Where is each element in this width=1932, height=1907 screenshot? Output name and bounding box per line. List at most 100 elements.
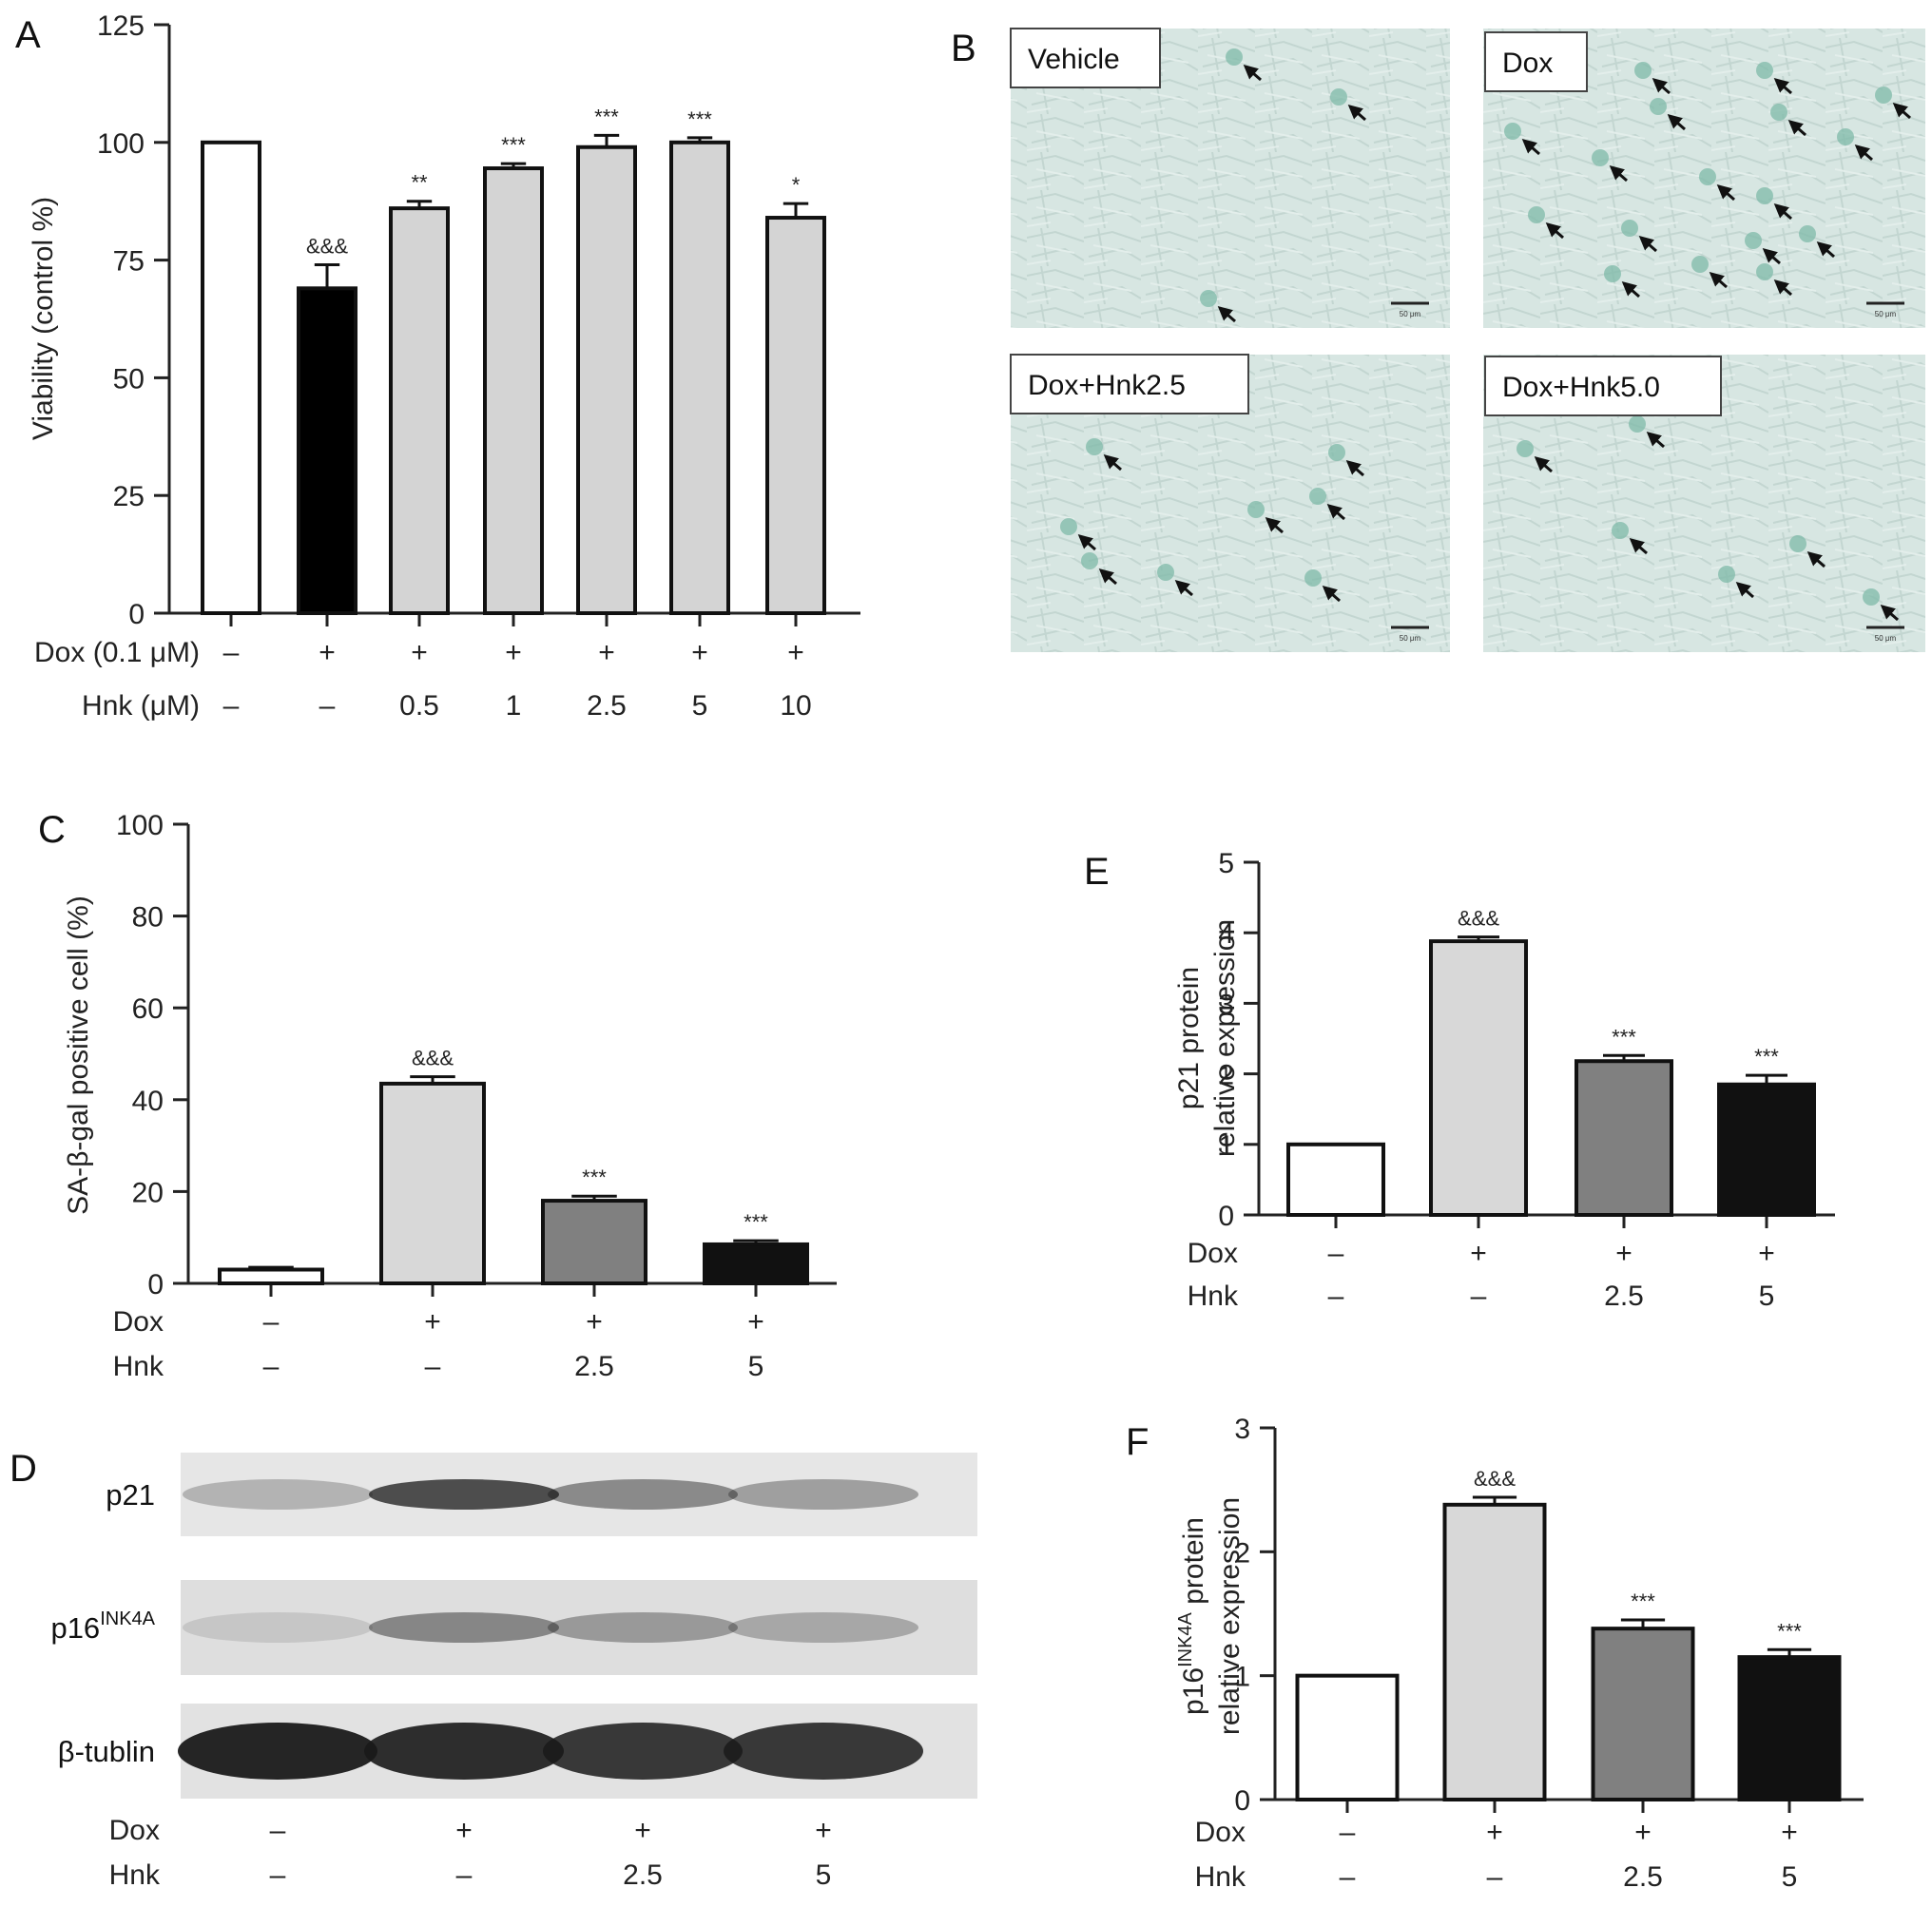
condition-value: 2.5 xyxy=(574,1351,614,1382)
bar xyxy=(218,1267,324,1286)
y-tick-label: 4 xyxy=(1218,918,1234,950)
condition-row-label: Hnk xyxy=(1195,1861,1246,1893)
condition-value: + xyxy=(1615,1238,1633,1269)
y-axis-label-line: relative expression xyxy=(1214,1497,1246,1735)
stained-cell xyxy=(1247,501,1265,518)
condition-value: + xyxy=(815,1815,832,1846)
significance-label: *** xyxy=(582,1165,607,1189)
bar xyxy=(1442,1502,1547,1801)
condition-value: – xyxy=(223,637,240,668)
significance-label: *** xyxy=(1631,1589,1655,1613)
y-tick-label: 25 xyxy=(113,481,145,512)
bar xyxy=(1717,1082,1816,1217)
significance-label: * xyxy=(792,173,801,197)
significance-label: *** xyxy=(744,1210,768,1234)
scale-bar-label: 50 μm xyxy=(1875,634,1897,643)
condition-row-label: Dox (0.1 μM) xyxy=(34,637,200,668)
arrow-icon xyxy=(1773,78,1792,95)
blot-row-label-superscript: INK4A xyxy=(100,1608,155,1629)
arrow-icon xyxy=(1667,114,1686,131)
bar xyxy=(201,140,261,616)
stained-cell xyxy=(1309,488,1326,505)
condition-value: – xyxy=(1328,1281,1344,1312)
arrow-icon xyxy=(1854,144,1873,162)
y-tick-label: 1 xyxy=(1218,1130,1234,1162)
arrow-icon xyxy=(1609,165,1628,183)
arrow-icon xyxy=(1652,78,1671,95)
micrograph-label-box xyxy=(1484,356,1722,416)
arrow-icon xyxy=(1892,103,1911,120)
condition-row-label: Hnk xyxy=(109,1859,161,1891)
arrow-icon xyxy=(1345,460,1364,477)
y-tick-label: 20 xyxy=(132,1177,164,1208)
arrow-icon xyxy=(1103,454,1122,472)
condition-value: + xyxy=(787,637,804,668)
stained-cell xyxy=(1330,88,1347,106)
condition-value: 5 xyxy=(748,1351,764,1382)
significance-label: &&& xyxy=(412,1047,454,1070)
arrow-icon xyxy=(1521,139,1540,156)
condition-value: 10 xyxy=(780,690,811,722)
y-tick-label: 80 xyxy=(132,902,164,934)
y-axis-label: Viability (control %) xyxy=(28,197,59,440)
stained-cell xyxy=(1863,588,1880,606)
arrow-icon xyxy=(1773,279,1792,297)
bar xyxy=(1295,1673,1400,1801)
condition-value: + xyxy=(747,1306,764,1338)
condition-value: + xyxy=(634,1815,651,1846)
arrow-icon xyxy=(1716,184,1735,202)
condition-value: + xyxy=(319,637,336,668)
micrograph-label-box xyxy=(1010,354,1249,414)
stained-cell xyxy=(1157,564,1174,581)
stained-cell xyxy=(1086,438,1103,455)
y-tick-label: 1 xyxy=(1234,1662,1250,1693)
y-tick-label: 3 xyxy=(1218,989,1234,1020)
arrow-icon xyxy=(1326,504,1345,521)
micrograph-panel: Vehicle 50 μm Dox 50 μm Dox+Hnk2.5 50 μm Dox+H… xyxy=(1010,28,1925,652)
condition-value: 2.5 xyxy=(623,1859,663,1891)
blot-band xyxy=(724,1723,923,1780)
arrow-icon xyxy=(1322,586,1341,603)
condition-value: + xyxy=(505,637,522,668)
y-tick-label: 50 xyxy=(113,363,145,395)
arrow-icon xyxy=(1347,105,1366,122)
micrograph-label: Dox+Hnk2.5 xyxy=(1028,370,1186,401)
micrograph-label: Dox xyxy=(1502,48,1553,79)
stained-cell xyxy=(1304,569,1322,587)
stained-cell xyxy=(1629,415,1646,433)
y-tick-label: 0 xyxy=(128,599,145,630)
bar xyxy=(297,286,357,615)
blot-band xyxy=(369,1612,559,1643)
blot-band xyxy=(543,1723,743,1780)
y-tick-label: 2 xyxy=(1218,1060,1234,1091)
micrograph-label-box xyxy=(1010,28,1161,88)
stained-cell xyxy=(1745,232,1762,249)
stained-cell xyxy=(1612,522,1629,539)
arrow-icon xyxy=(1217,306,1236,323)
condition-value: 1 xyxy=(506,690,522,722)
condition-value: + xyxy=(1758,1238,1775,1269)
stained-cell xyxy=(1328,444,1345,461)
y-axis-label-part: p16 xyxy=(1178,1667,1209,1715)
chart-sa-beta-gal: 0 20 40 60 80 100 &&& *** *** Dox – + + + Hnk – – 2.5 5 SA-… xyxy=(63,810,837,1382)
stained-cell xyxy=(1517,440,1534,457)
stained-cell xyxy=(1200,290,1217,307)
condition-value: + xyxy=(1781,1817,1798,1848)
stained-cell xyxy=(1718,566,1735,583)
blot-strip xyxy=(181,1453,977,1536)
condition-value: 0.5 xyxy=(399,690,439,722)
micrograph-label: Dox+Hnk5.0 xyxy=(1502,372,1660,403)
significance-label: &&& xyxy=(306,235,348,259)
arrow-icon xyxy=(1265,517,1284,534)
blot-band xyxy=(178,1723,377,1780)
condition-value: 2.5 xyxy=(1604,1281,1644,1312)
condition-value: 2.5 xyxy=(587,690,627,722)
arrow-icon xyxy=(1773,203,1792,221)
stained-cell xyxy=(1528,206,1545,223)
significance-label: &&& xyxy=(1458,907,1499,931)
condition-value: – xyxy=(263,1351,280,1382)
bar xyxy=(1737,1655,1842,1802)
bar xyxy=(669,140,730,616)
y-tick-label: 100 xyxy=(116,810,164,841)
blot-strip xyxy=(181,1580,977,1675)
